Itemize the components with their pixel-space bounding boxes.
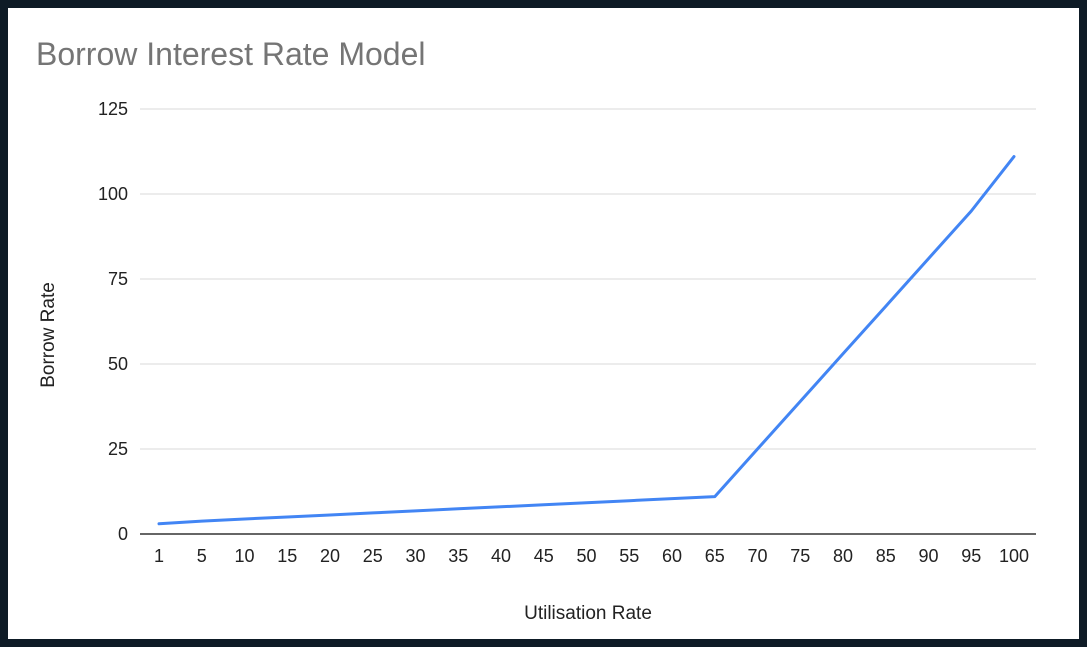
x-axis-label: Utilisation Rate (524, 603, 652, 624)
x-tick-label: 65 (705, 546, 725, 566)
x-tick-label: 10 (234, 546, 254, 566)
y-tick-label: 50 (108, 354, 128, 374)
x-tick-label: 95 (961, 546, 981, 566)
x-tick-label: 50 (576, 546, 596, 566)
series-line (157, 155, 1016, 526)
x-tick-label: 70 (747, 546, 767, 566)
x-tick-label: 55 (619, 546, 639, 566)
x-tick-label: 80 (833, 546, 853, 566)
x-axis-ticks: 1 5 10 15 20 25 30 35 40 45 50 55 60 65 70 75 80 85 90 95 10… (154, 546, 1029, 566)
x-tick-label: 20 (320, 546, 340, 566)
x-tick-label: 100 (999, 546, 1029, 566)
x-tick-label: 30 (405, 546, 425, 566)
chart-title: Borrow Interest Rate Model (36, 36, 426, 72)
x-tick-label: 45 (534, 546, 554, 566)
gridlines (140, 108, 1036, 450)
x-tick-label: 90 (918, 546, 938, 566)
y-tick-label: 75 (108, 269, 128, 289)
x-tick-label: 60 (662, 546, 682, 566)
x-tick-label: 40 (491, 546, 511, 566)
x-tick-label: 5 (197, 546, 207, 566)
x-tick-label: 25 (363, 546, 383, 566)
x-tick-label: 85 (876, 546, 896, 566)
y-tick-label: 125 (98, 99, 128, 119)
x-tick-label: 1 (154, 546, 164, 566)
y-axis-ticks: 0 25 50 75 100 125 (98, 99, 128, 544)
y-tick-label: 25 (108, 439, 128, 459)
y-axis-label: Borrow Rate (38, 282, 59, 388)
x-tick-label: 35 (448, 546, 468, 566)
chart-card: Borrow Interest Rate Model 0 25 50 75 100 125… (8, 8, 1079, 639)
x-tick-label: 15 (277, 546, 297, 566)
x-tick-label: 75 (790, 546, 810, 566)
series-lines (157, 155, 1016, 526)
y-tick-label: 0 (118, 524, 128, 544)
y-tick-label: 100 (98, 184, 128, 204)
